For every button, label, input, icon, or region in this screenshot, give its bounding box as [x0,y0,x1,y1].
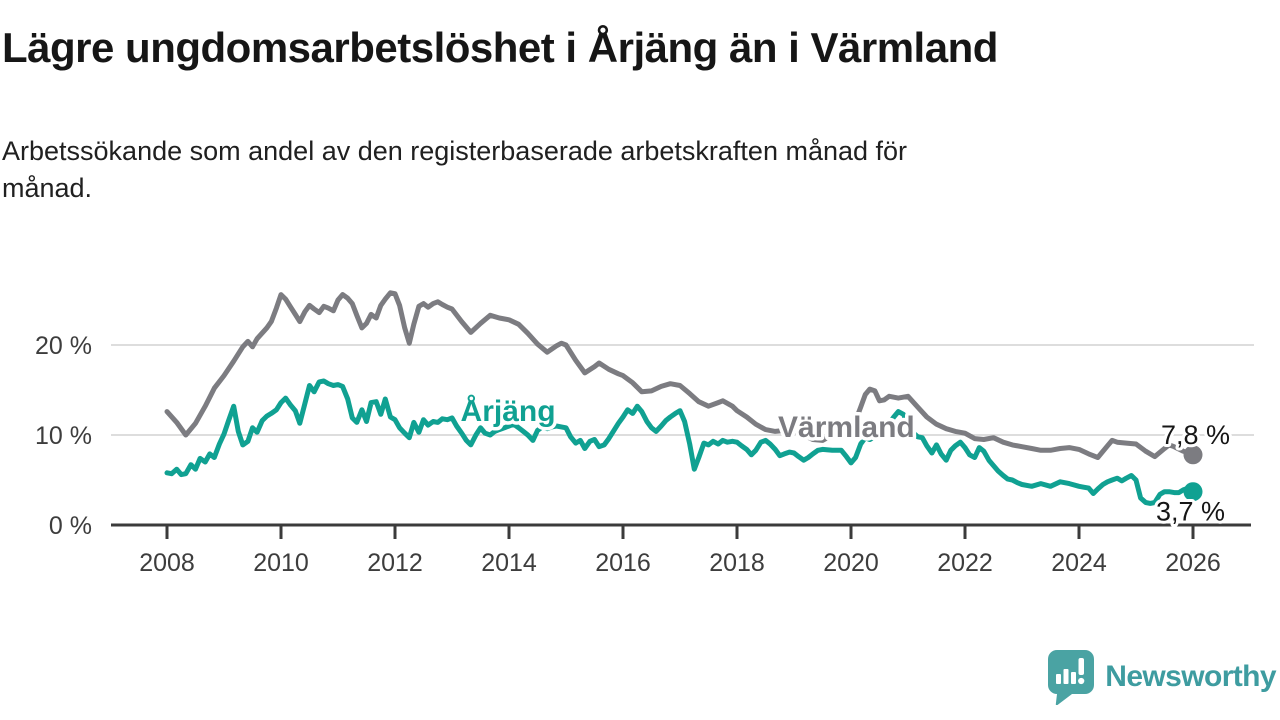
x-tick-label-2022: 2022 [937,549,993,577]
y-tick-label-0pct: 0 % [49,512,92,540]
end-value-label-rjng: 3,7 % [1156,497,1225,527]
x-tick-label-2010: 2010 [253,549,309,577]
x-tick-label-2014: 2014 [481,549,537,577]
series-label-rjng: Årjäng [461,395,556,428]
y-tick-label-20pct: 20 % [35,332,92,360]
subtitle-line-1: Arbetssökande som andel av den registerb… [2,136,908,166]
newsworthy-speech-bubble-bar-chart-icon [1048,650,1095,705]
y-tick-label-10pct: 10 % [35,422,92,450]
chart-subtitle: Arbetssökande som andel av den registerb… [2,133,907,207]
x-tick-label-2016: 2016 [595,549,651,577]
line-vrmland [164,290,1196,460]
newsworthy-logo-text: Newsworthy [1105,660,1276,693]
end-dot-vrmland [1183,445,1203,465]
series-label-vrmland: Värmland [778,411,915,444]
x-tick-label-2020: 2020 [823,549,879,577]
end-value-label-vrmland: 7,8 % [1161,420,1230,450]
newsworthy-logo: Newsworthy [1046,649,1277,705]
x-tick-label-2024: 2024 [1051,549,1107,577]
subtitle-line-2: månad. [2,173,93,203]
x-tick-label-2012: 2012 [367,549,423,577]
page-title: Lägre ungdomsarbetslöshet i Årjäng än i … [2,24,998,71]
line-rjng [164,378,1196,506]
end-dot-rjng [1183,482,1203,502]
x-tick-label-2008: 2008 [139,549,195,577]
x-tick-label-2026: 2026 [1165,549,1221,577]
x-tick-label-2018: 2018 [709,549,765,577]
